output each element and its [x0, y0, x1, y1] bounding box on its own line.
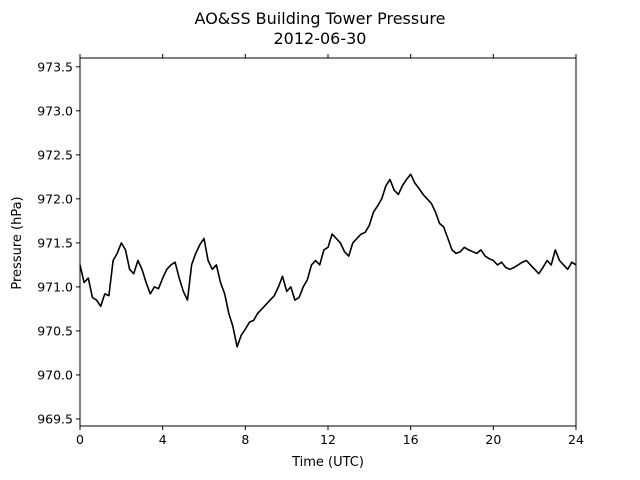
x-tick-label: 16 — [403, 432, 419, 447]
x-tick-label: 20 — [485, 432, 501, 447]
series-line-0 — [79, 173, 577, 348]
x-tick-label: 12 — [320, 432, 336, 447]
x-tick-label: 4 — [159, 432, 167, 447]
y-tick-label: 971.5 — [37, 235, 73, 250]
y-tick-label: 972.0 — [37, 191, 73, 206]
y-tick-label: 970.5 — [37, 323, 73, 338]
y-tick-label: 970.0 — [37, 367, 73, 382]
chart-subtitle: 2012-06-30 — [274, 29, 367, 48]
x-tick-label: 0 — [76, 432, 84, 447]
x-axis: 0 4 8 12 16 20 24 — [76, 54, 584, 447]
y-tick-label: 973.0 — [37, 103, 73, 118]
x-tick-label: 8 — [241, 432, 249, 447]
x-axis-label: Time (UTC) — [291, 455, 364, 470]
plot-frame — [79, 57, 577, 427]
plot-area — [79, 57, 577, 427]
y-tick-label: 971.0 — [37, 279, 73, 294]
x-tick-label: 24 — [568, 432, 584, 447]
y-axis-label: Pressure (hPa) — [10, 196, 25, 289]
y-tick-label: 969.5 — [37, 411, 73, 426]
y-tick-label: 973.5 — [37, 59, 73, 74]
chart-title: AO&SS Building Tower Pressure — [195, 9, 446, 28]
y-tick-label: 972.5 — [37, 147, 73, 162]
y-axis: 969.5 970.0 970.5 971.0 971.5 972.0 972.5 973.0… — [37, 59, 80, 426]
